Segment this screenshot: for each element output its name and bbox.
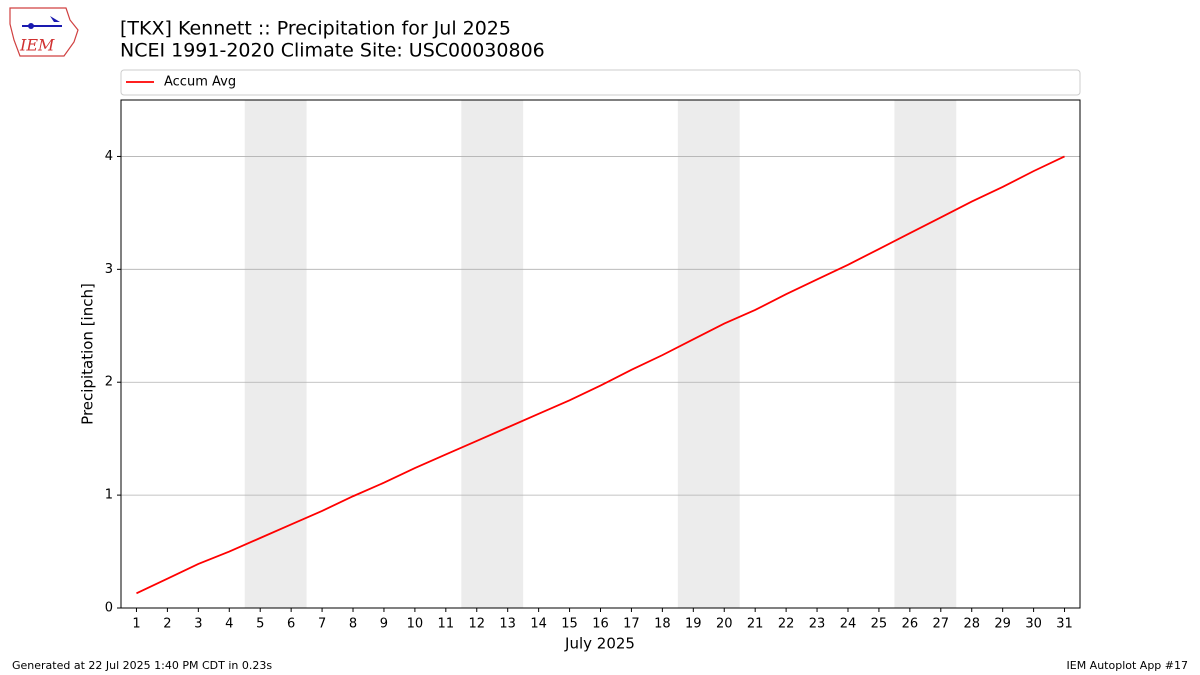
- x-tick-label: 10: [407, 617, 424, 632]
- x-tick-label: 31: [1056, 617, 1073, 632]
- x-tick-label: 17: [623, 617, 640, 632]
- legend-box: [120, 69, 1081, 96]
- x-tick-label: 1: [132, 617, 140, 632]
- footer-left: Generated at 22 Jul 2025 1:40 PM CDT in …: [12, 659, 272, 672]
- x-tick-label: 26: [902, 617, 919, 632]
- plot-frame: [120, 99, 1081, 609]
- x-tick-label: 25: [871, 617, 888, 632]
- x-tick-label: 6: [287, 617, 295, 632]
- x-tick-label: 27: [933, 617, 950, 632]
- x-tick-label: 19: [685, 617, 702, 632]
- x-tick-label: 13: [499, 617, 516, 632]
- x-tick-label: 30: [1025, 617, 1042, 632]
- x-tick-label: 3: [194, 617, 202, 632]
- x-tick-label: 29: [994, 617, 1011, 632]
- x-tick-label: 16: [592, 617, 609, 632]
- chart-subtitle: NCEI 1991-2020 Climate Site: USC00030806: [120, 40, 545, 62]
- y-axis-label: Precipitation [inch]: [79, 283, 97, 425]
- logo: IEM: [9, 7, 79, 57]
- x-tick-label: 2: [163, 617, 171, 632]
- x-tick-label: 18: [654, 617, 671, 632]
- x-tick-label: 23: [809, 617, 826, 632]
- x-tick-label: 28: [963, 617, 980, 632]
- x-tick-label: 20: [716, 617, 733, 632]
- x-tick-label: 15: [561, 617, 578, 632]
- x-tick-label: 4: [225, 617, 233, 632]
- x-tick-label: 9: [380, 617, 388, 632]
- weekend-shade: [461, 100, 524, 608]
- x-axis-label: July 2025: [564, 635, 635, 653]
- x-tick-label: 8: [349, 617, 357, 632]
- x-tick-label: 11: [438, 617, 455, 632]
- weekend-shade: [894, 100, 957, 608]
- y-tick-label: 1: [105, 488, 113, 503]
- x-tick-label: 24: [840, 617, 857, 632]
- data-line: [136, 155, 1065, 595]
- logo-text: IEM: [19, 36, 55, 55]
- legend-label: Accum Avg: [164, 75, 236, 90]
- y-tick-label: 0: [105, 601, 113, 616]
- y-tick-label: 2: [105, 375, 113, 390]
- x-tick-label: 5: [256, 617, 264, 632]
- x-tick-label: 7: [318, 617, 326, 632]
- x-tick-label: 12: [468, 617, 485, 632]
- x-tick-label: 14: [530, 617, 547, 632]
- y-tick-label: 4: [105, 149, 113, 164]
- chart-title: [TKX] Kennett :: Precipitation for Jul 2…: [120, 18, 511, 40]
- x-tick-label: 22: [778, 617, 795, 632]
- weekend-shade: [244, 100, 307, 608]
- weekend-shade: [677, 100, 740, 608]
- y-tick-label: 3: [105, 262, 113, 277]
- footer-right: IEM Autoplot App #17: [1067, 659, 1189, 672]
- x-tick-label: 21: [747, 617, 764, 632]
